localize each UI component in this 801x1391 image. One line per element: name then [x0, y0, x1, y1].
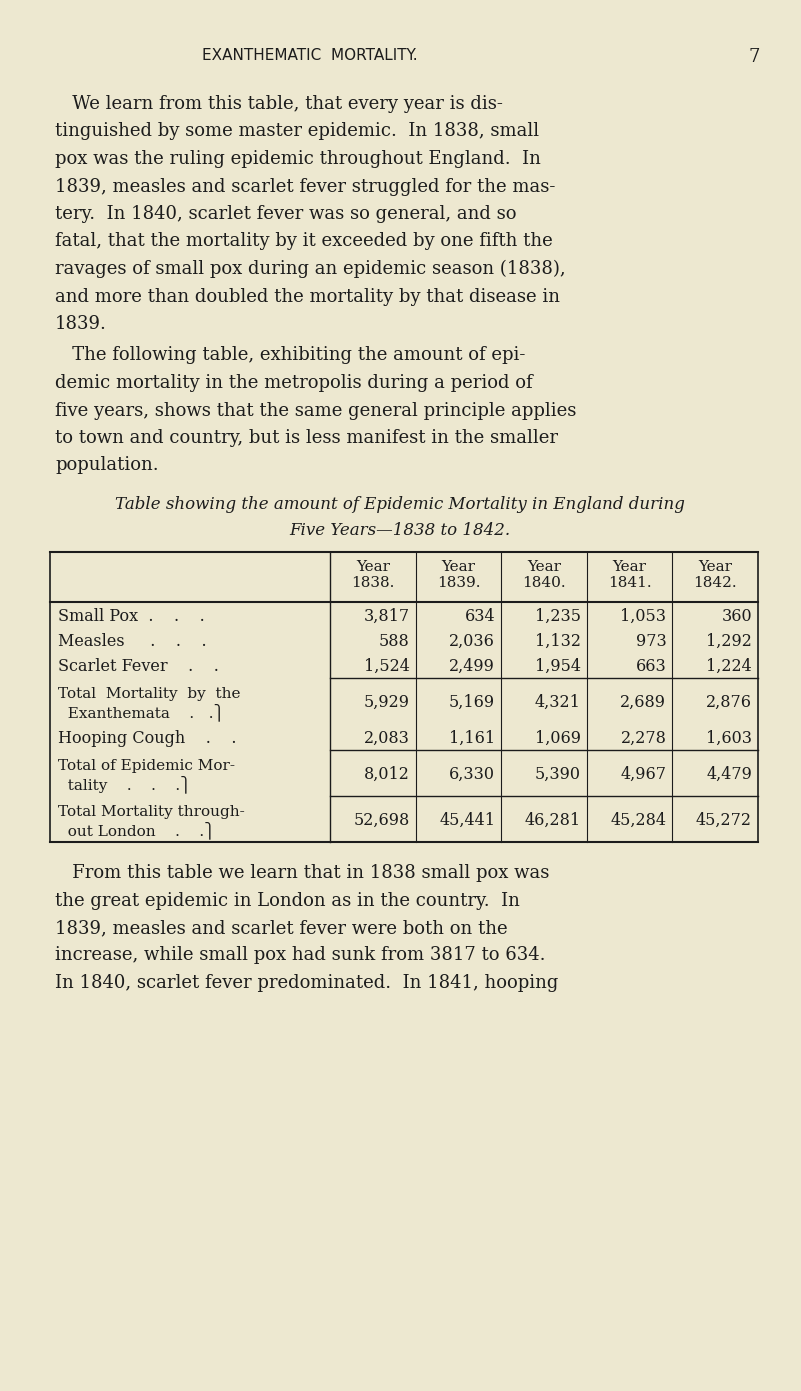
Text: Five Years—1838 to 1842.: Five Years—1838 to 1842.: [289, 522, 510, 538]
Text: increase, while small pox had sunk from 3817 to 634.: increase, while small pox had sunk from …: [55, 946, 545, 964]
Text: 1839, measles and scarlet fever were both on the: 1839, measles and scarlet fever were bot…: [55, 919, 508, 938]
Text: ravages of small pox during an epidemic season (1838),: ravages of small pox during an epidemic …: [55, 260, 566, 278]
Text: 1839, measles and scarlet fever struggled for the mas-: 1839, measles and scarlet fever struggle…: [55, 178, 555, 196]
Text: 588: 588: [379, 633, 409, 650]
Text: 1839.: 1839.: [437, 576, 480, 590]
Text: Hooping Cough    .    .: Hooping Cough . .: [58, 730, 236, 747]
Text: out London    .    .⎫: out London . .⎫: [58, 821, 215, 839]
Text: 8,012: 8,012: [364, 766, 409, 783]
Text: 45,272: 45,272: [696, 812, 752, 829]
Text: 2,083: 2,083: [364, 730, 409, 747]
Text: 45,284: 45,284: [610, 812, 666, 829]
Text: 5,169: 5,169: [449, 694, 495, 711]
Text: 1,603: 1,603: [706, 730, 752, 747]
Text: 1842.: 1842.: [694, 576, 737, 590]
Text: 634: 634: [465, 608, 495, 625]
Text: 6,330: 6,330: [449, 766, 495, 783]
Text: 46,281: 46,281: [525, 812, 581, 829]
Text: Exanthemata    .   .⎫: Exanthemata . .⎫: [58, 702, 225, 721]
Text: From this table we learn that in 1838 small pox was: From this table we learn that in 1838 sm…: [55, 864, 549, 882]
Text: tinguished by some master epidemic.  In 1838, small: tinguished by some master epidemic. In 1…: [55, 122, 539, 140]
Text: Scarlet Fever    .    .: Scarlet Fever . .: [58, 658, 219, 675]
Text: In 1840, scarlet fever predominated.  In 1841, hooping: In 1840, scarlet fever predominated. In …: [55, 974, 558, 992]
Text: 5,929: 5,929: [364, 694, 409, 711]
Text: fatal, that the mortality by it exceeded by one fifth the: fatal, that the mortality by it exceeded…: [55, 232, 553, 250]
Text: tery.  In 1840, scarlet fever was so general, and so: tery. In 1840, scarlet fever was so gene…: [55, 204, 517, 223]
Text: 2,876: 2,876: [706, 694, 752, 711]
Text: population.: population.: [55, 456, 159, 474]
Text: 663: 663: [636, 658, 666, 675]
Text: 1838.: 1838.: [351, 576, 394, 590]
Text: 1840.: 1840.: [522, 576, 566, 590]
Text: 45,441: 45,441: [439, 812, 495, 829]
Text: 4,967: 4,967: [621, 766, 666, 783]
Text: 2,499: 2,499: [449, 658, 495, 675]
Text: 360: 360: [722, 608, 752, 625]
Text: 4,479: 4,479: [706, 766, 752, 783]
Text: to town and country, but is less manifest in the smaller: to town and country, but is less manifes…: [55, 428, 558, 447]
Text: 1,954: 1,954: [535, 658, 581, 675]
Text: 2,278: 2,278: [621, 730, 666, 747]
Text: Year: Year: [698, 561, 732, 574]
Text: 7: 7: [748, 49, 759, 65]
Text: Year: Year: [441, 561, 476, 574]
Text: 52,698: 52,698: [353, 812, 409, 829]
Text: 4,321: 4,321: [535, 694, 581, 711]
Text: EXANTHEMATIC  MORTALITY.: EXANTHEMATIC MORTALITY.: [202, 49, 418, 63]
Text: 2,036: 2,036: [449, 633, 495, 650]
Text: Total Mortality through-: Total Mortality through-: [58, 805, 245, 819]
Text: 5,390: 5,390: [535, 766, 581, 783]
Text: 973: 973: [636, 633, 666, 650]
Text: Small Pox  .    .    .: Small Pox . . .: [58, 608, 205, 625]
Text: 1,053: 1,053: [621, 608, 666, 625]
Text: Year: Year: [613, 561, 646, 574]
Text: demic mortality in the metropolis during a period of: demic mortality in the metropolis during…: [55, 374, 533, 392]
Text: Measles     .    .    .: Measles . . .: [58, 633, 207, 650]
Text: five years, shows that the same general principle applies: five years, shows that the same general …: [55, 402, 577, 420]
Text: 1841.: 1841.: [608, 576, 651, 590]
Text: 1,292: 1,292: [706, 633, 752, 650]
Text: the great epidemic in London as in the country.  In: the great epidemic in London as in the c…: [55, 892, 520, 910]
Text: 1,132: 1,132: [535, 633, 581, 650]
Text: 2,689: 2,689: [621, 694, 666, 711]
Text: 1,224: 1,224: [706, 658, 752, 675]
Text: We learn from this table, that every year is dis-: We learn from this table, that every yea…: [55, 95, 503, 113]
Text: 1,524: 1,524: [364, 658, 409, 675]
Text: Year: Year: [527, 561, 561, 574]
Text: 3,817: 3,817: [364, 608, 409, 625]
Text: 1839.: 1839.: [55, 314, 107, 332]
Text: Table showing the amount of Epidemic Mortality in England during: Table showing the amount of Epidemic Mor…: [115, 497, 685, 513]
Text: pox was the ruling epidemic throughout England.  In: pox was the ruling epidemic throughout E…: [55, 150, 541, 168]
Text: Total  Mortality  by  the: Total Mortality by the: [58, 687, 240, 701]
Text: tality    .    .    .⎫: tality . . .⎫: [58, 775, 191, 793]
Text: The following table, exhibiting the amount of epi-: The following table, exhibiting the amou…: [55, 346, 525, 364]
Text: 1,069: 1,069: [535, 730, 581, 747]
Text: 1,235: 1,235: [535, 608, 581, 625]
Text: 1,161: 1,161: [449, 730, 495, 747]
Text: and more than doubled the mortality by that disease in: and more than doubled the mortality by t…: [55, 288, 560, 306]
Text: Total of Epidemic Mor-: Total of Epidemic Mor-: [58, 759, 235, 773]
Text: Year: Year: [356, 561, 390, 574]
